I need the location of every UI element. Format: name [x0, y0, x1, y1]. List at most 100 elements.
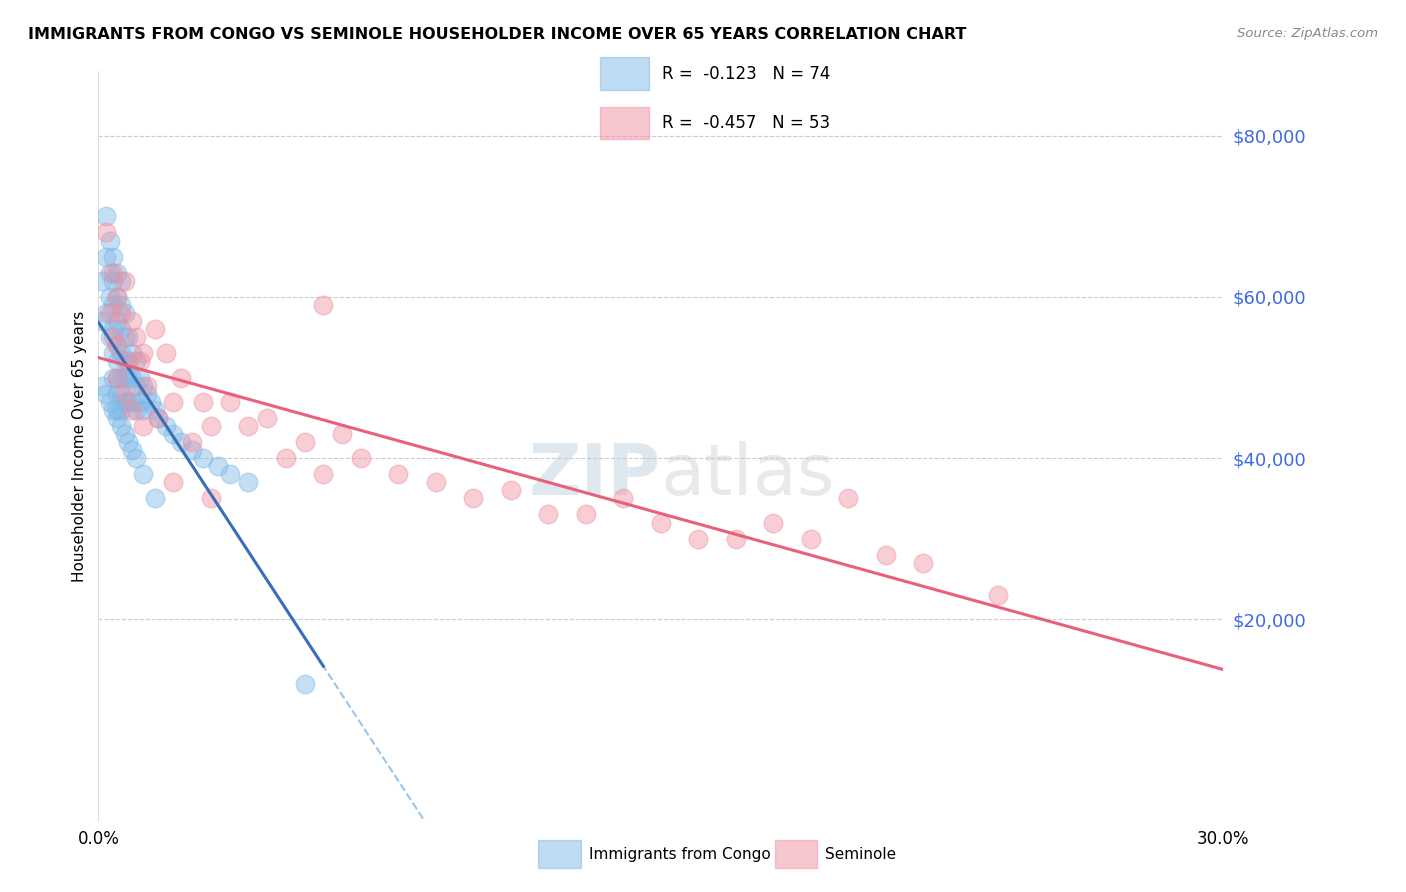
Point: [110, 386, 132, 401]
Point: [91, 378, 114, 392]
Point: [110, 274, 132, 288]
Point: [800, 532, 823, 546]
Point: [200, 418, 222, 433]
Text: R =  -0.457   N = 53: R = -0.457 N = 53: [662, 114, 830, 132]
Bar: [600, 57, 648, 89]
Point: [121, 443, 143, 458]
Point: [94, 386, 117, 401]
Text: Seminole: Seminole: [825, 847, 897, 862]
Point: [114, 386, 136, 401]
Point: [762, 516, 785, 530]
Point: [387, 467, 409, 482]
Point: [110, 306, 132, 320]
Text: IMMIGRANTS FROM CONGO VS SEMINOLE HOUSEHOLDER INCOME OVER 65 YEARS CORRELATION C: IMMIGRANTS FROM CONGO VS SEMINOLE HOUSEH…: [28, 27, 966, 42]
Bar: [775, 840, 817, 868]
Point: [136, 378, 159, 392]
Point: [98, 266, 121, 280]
Point: [139, 394, 162, 409]
Point: [170, 370, 193, 384]
Point: [105, 290, 128, 304]
Point: [103, 346, 125, 360]
Point: [105, 314, 128, 328]
Point: [98, 306, 121, 320]
Point: [148, 410, 170, 425]
Point: [114, 306, 136, 320]
Point: [132, 402, 155, 417]
Point: [105, 338, 128, 352]
Point: [912, 556, 935, 570]
Point: [170, 434, 193, 449]
Point: [312, 467, 335, 482]
Point: [256, 410, 278, 425]
Point: [162, 426, 184, 441]
Point: [238, 418, 260, 433]
Point: [218, 394, 240, 409]
Point: [103, 402, 125, 417]
Point: [105, 386, 128, 401]
Point: [103, 330, 125, 344]
Point: [312, 298, 335, 312]
Point: [114, 274, 136, 288]
Point: [181, 434, 204, 449]
Point: [837, 491, 859, 506]
Point: [91, 314, 114, 328]
Point: [98, 394, 121, 409]
Point: [121, 346, 143, 360]
Point: [155, 418, 177, 433]
Point: [117, 354, 139, 368]
Point: [94, 210, 117, 224]
Point: [105, 354, 128, 368]
Point: [155, 346, 177, 360]
Point: [132, 418, 155, 433]
Point: [105, 410, 128, 425]
Point: [105, 266, 128, 280]
Text: R =  -0.123   N = 74: R = -0.123 N = 74: [662, 64, 830, 82]
Point: [121, 370, 143, 384]
Point: [688, 532, 710, 546]
Point: [121, 314, 143, 328]
Bar: [600, 107, 648, 139]
Point: [110, 402, 132, 417]
Point: [499, 483, 522, 498]
Point: [98, 290, 121, 304]
Point: [110, 370, 132, 384]
Point: [98, 234, 121, 248]
Point: [425, 475, 447, 490]
Point: [330, 426, 353, 441]
Text: Source: ZipAtlas.com: Source: ZipAtlas.com: [1237, 27, 1378, 40]
Point: [143, 402, 166, 417]
Point: [94, 250, 117, 264]
Point: [94, 306, 117, 320]
Point: [94, 226, 117, 240]
Point: [105, 370, 128, 384]
Point: [128, 394, 150, 409]
Point: [193, 451, 215, 466]
Point: [987, 588, 1010, 602]
Text: atlas: atlas: [661, 442, 835, 510]
Point: [162, 475, 184, 490]
Point: [91, 274, 114, 288]
Point: [294, 434, 316, 449]
Point: [724, 532, 747, 546]
Point: [200, 491, 222, 506]
Y-axis label: Householder Income Over 65 years: Householder Income Over 65 years: [72, 310, 87, 582]
Point: [114, 370, 136, 384]
Text: Immigrants from Congo: Immigrants from Congo: [589, 847, 770, 862]
Point: [537, 508, 560, 522]
Point: [148, 410, 170, 425]
Point: [125, 330, 148, 344]
Point: [128, 354, 150, 368]
Point: [110, 298, 132, 312]
Point: [125, 378, 148, 392]
Point: [875, 548, 897, 562]
Point: [181, 443, 204, 458]
Point: [105, 402, 128, 417]
Point: [143, 322, 166, 336]
Point: [128, 370, 150, 384]
Point: [136, 386, 159, 401]
Point: [193, 394, 215, 409]
Point: [117, 354, 139, 368]
Point: [103, 250, 125, 264]
Text: ZIP: ZIP: [529, 442, 661, 510]
Point: [207, 459, 229, 474]
